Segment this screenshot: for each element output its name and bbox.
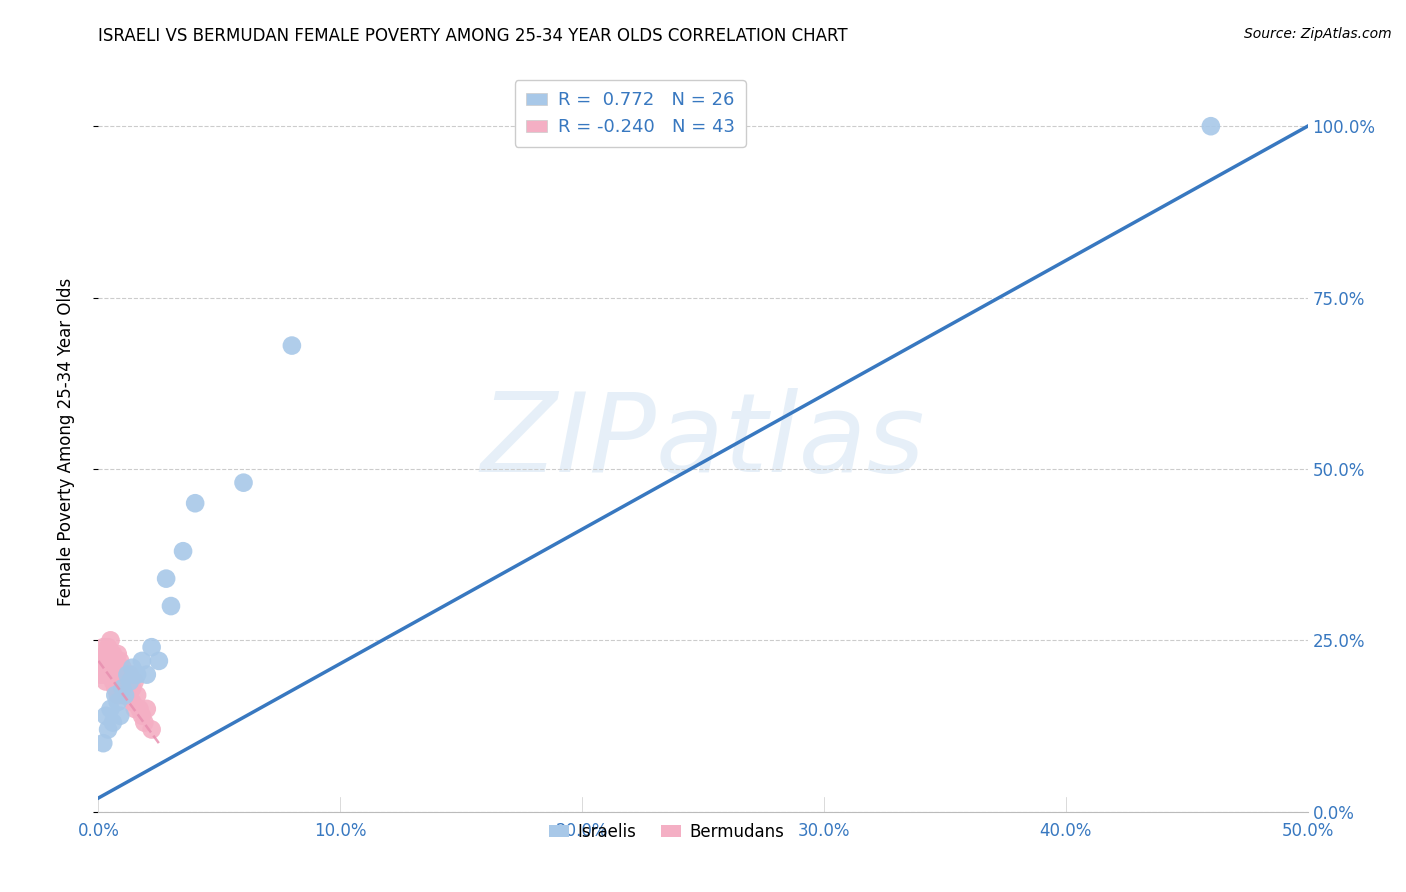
Point (100, 647, 122, 661)
Point (160, 599, 183, 613)
Point (108, 654, 131, 668)
Point (128, 702, 150, 716)
Point (124, 674, 146, 689)
Point (131, 708, 153, 723)
Point (127, 688, 149, 702)
Point (117, 688, 139, 702)
Point (101, 647, 124, 661)
Point (107, 695, 129, 709)
Point (117, 667, 139, 681)
Point (90, 654, 112, 668)
Point (104, 654, 127, 668)
Point (104, 688, 127, 702)
Point (101, 661, 124, 675)
Point (90, 667, 112, 681)
Point (97, 723, 120, 737)
Point (281, 338, 304, 352)
Point (104, 681, 127, 696)
Point (91, 667, 114, 681)
Point (127, 667, 149, 681)
Point (101, 715, 124, 730)
Point (111, 681, 134, 696)
Point (124, 667, 146, 681)
Point (134, 715, 156, 730)
Point (94, 647, 117, 661)
Point (97, 640, 120, 655)
Point (91, 736, 114, 750)
Point (121, 661, 143, 675)
Point (107, 688, 129, 702)
Point (114, 667, 136, 681)
Text: ISRAELI VS BERMUDAN FEMALE POVERTY AMONG 25-34 YEAR OLDS CORRELATION CHART: ISRAELI VS BERMUDAN FEMALE POVERTY AMONG… (98, 27, 848, 45)
Point (111, 688, 134, 702)
Legend: Israelis, Bermudans: Israelis, Bermudans (543, 816, 792, 847)
Point (121, 695, 143, 709)
Point (107, 661, 129, 675)
Point (232, 475, 254, 490)
Text: ZIPatlas: ZIPatlas (481, 388, 925, 495)
Point (104, 667, 127, 681)
Point (100, 702, 122, 716)
Point (141, 723, 163, 737)
Point (184, 496, 207, 510)
Point (155, 572, 177, 586)
Point (94, 674, 117, 689)
Point (97, 654, 120, 668)
Point (100, 661, 122, 675)
Point (118, 681, 141, 696)
Point (135, 667, 157, 681)
Point (91, 640, 114, 655)
Point (135, 702, 157, 716)
Point (94, 661, 117, 675)
Point (108, 708, 131, 723)
Point (117, 674, 139, 689)
Point (114, 688, 136, 702)
Point (121, 681, 143, 696)
Point (131, 654, 153, 668)
Point (111, 674, 134, 689)
Point (111, 661, 134, 675)
Point (91, 654, 114, 668)
Point (118, 667, 141, 681)
Point (124, 702, 146, 716)
Text: Source: ZipAtlas.com: Source: ZipAtlas.com (1244, 27, 1392, 41)
Point (1199, 119, 1222, 133)
Y-axis label: Female Poverty Among 25-34 Year Olds: Female Poverty Among 25-34 Year Olds (56, 277, 75, 606)
Point (172, 544, 194, 558)
Point (108, 681, 131, 696)
Point (94, 708, 117, 723)
Point (101, 674, 124, 689)
Point (118, 674, 141, 689)
Point (148, 654, 170, 668)
Point (141, 640, 163, 655)
Point (114, 681, 136, 696)
Point (107, 647, 129, 661)
Point (100, 633, 122, 648)
